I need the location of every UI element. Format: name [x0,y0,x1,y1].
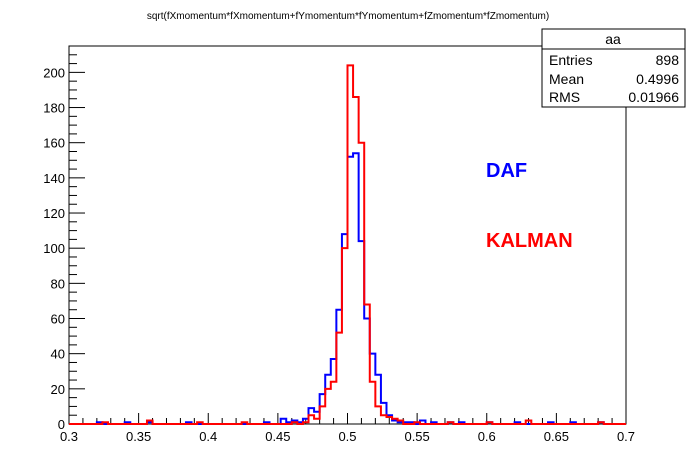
x-tick-label: 0.35 [126,429,151,444]
legend-daf: DAF [486,160,527,182]
legend-kalman: KALMAN [486,230,573,252]
y-tick-label: 100 [43,241,65,256]
y-tick-label: 140 [43,171,65,186]
x-tick-label: 0.6 [478,429,496,444]
x-tick-label: 0.55 [404,429,429,444]
stats-value-mean: 0.4996 [636,71,679,87]
x-tick-label: 0.5 [338,429,356,444]
y-tick-label: 0 [58,417,65,432]
histogram-layer [69,64,626,425]
stats-value-rms: 0.01966 [628,89,679,105]
x-tick-label: 0.7 [617,429,635,444]
stats-box-name: aa [605,31,621,47]
stats-label-entries: Entries [549,52,593,68]
y-axis: 0 20 40 60 80 100 120 140 160 180 200 [43,45,85,432]
x-tick-label: 0.65 [544,429,569,444]
y-tick-label: 120 [43,206,65,221]
y-tick-label: 60 [51,312,65,327]
stats-box-frame [541,28,686,108]
y-tick-label: 180 [43,101,65,116]
x-axis: 0.3 0.35 0.4 0.45 0.5 0.55 0.6 0.65 0.7 [60,413,635,444]
stats-label-mean: Mean [549,71,584,87]
y-tick-label: 20 [51,382,65,397]
y-tick-label: 160 [43,136,65,151]
y-tick-label: 200 [43,65,65,80]
y-tick-label: 40 [51,347,65,362]
chart-title: sqrt(fXmomentum*fXmomentum+fYmomentum*fY… [147,11,549,22]
x-tick-label: 0.4 [199,429,217,444]
series-kalman-outline [69,64,626,425]
x-tick-label: 0.3 [60,429,78,444]
y-tick-label: 80 [51,276,65,291]
stats-label-rms: RMS [549,89,580,105]
x-tick-label: 0.45 [265,429,290,444]
stats-value-entries: 898 [656,52,680,68]
stats-box: aa Entries 898 Mean 0.4996 RMS 0.01966 [541,28,686,108]
